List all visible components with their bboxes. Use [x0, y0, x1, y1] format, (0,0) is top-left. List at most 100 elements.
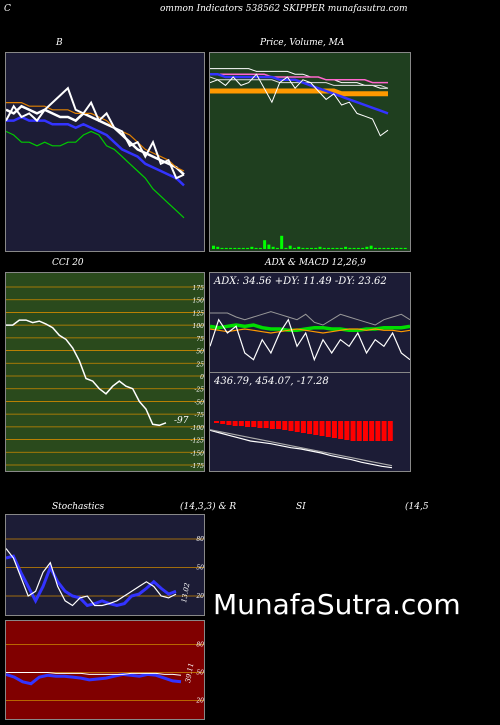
volume-bar — [297, 246, 301, 249]
macd-hist-bar — [263, 421, 269, 428]
cci-tick-label: 50 — [196, 349, 204, 356]
volume-bar — [382, 247, 386, 249]
volume-bar — [292, 247, 296, 249]
cci-tick-label: 175 — [193, 285, 205, 292]
price-ma-panel — [209, 52, 411, 252]
volume-bar — [229, 247, 233, 249]
volume-bar — [271, 246, 275, 249]
macd-hist-bar — [300, 421, 306, 433]
volume-bar — [275, 247, 279, 249]
price-ma-title: Price, Volume, MA — [260, 38, 345, 48]
rsi-last-label: 39.11 — [184, 662, 195, 683]
macd-hist-bar — [220, 421, 226, 424]
macd-hist-bar — [245, 421, 251, 427]
volume-bar — [280, 235, 284, 249]
macd-hist-bar — [331, 421, 337, 438]
volume-bar — [233, 247, 237, 249]
header-title: ommon Indicators 538562 SKIPPER munafasu… — [160, 4, 408, 14]
volume-bar — [356, 247, 360, 249]
cci-title: CCI 20 — [52, 258, 84, 268]
stoch-series-line — [6, 554, 177, 608]
volume-bar — [258, 247, 262, 249]
macd-hist-bar — [338, 421, 344, 439]
macd-hist-bar — [387, 421, 393, 441]
rsi-tick-label: 20 — [195, 697, 204, 704]
volume-bar — [305, 247, 309, 249]
rsi-series-line — [6, 672, 182, 686]
volume-bar — [335, 247, 339, 249]
volume-bar — [263, 240, 267, 249]
macd-series-line — [210, 429, 393, 469]
volume-bar — [237, 247, 241, 249]
bollinger-series-line — [6, 130, 185, 219]
stoch-last-label: 13.02 — [180, 582, 191, 604]
volume-bar — [361, 247, 365, 249]
macd-hist-bar — [381, 421, 387, 441]
stoch-chart: 80 50 20 13.02 — [6, 536, 204, 608]
volume-bar — [339, 247, 343, 249]
cci-last-label: -97 — [174, 416, 189, 426]
cci-tick-label: -175 — [191, 463, 205, 470]
volume-bar — [224, 247, 228, 249]
adx-aux-line — [210, 311, 410, 326]
volume-bar — [352, 247, 356, 249]
stoch-tick-label: 20 — [195, 593, 204, 600]
stoch-series-line — [6, 548, 177, 607]
stoch-tick-label: 50 — [196, 565, 204, 572]
stoch-title: Stochastics — [52, 502, 105, 512]
volume-bar — [348, 247, 352, 249]
adx-macd-title: ADX & MACD 12,26,9 — [265, 258, 366, 268]
cci-tick-label: -75 — [194, 412, 204, 419]
volume-bar — [373, 247, 377, 249]
bollinger-series-line — [6, 104, 185, 176]
cci-tick-label: 100 — [193, 323, 205, 330]
volume-bar — [301, 247, 305, 249]
volume-bar — [344, 246, 348, 249]
stoch-params: (14,3,3) & R — [180, 502, 237, 512]
macd-hist-bar — [294, 421, 300, 432]
macd-hist-bar — [356, 421, 362, 441]
volume-bar — [399, 247, 403, 249]
price-ma-series-line — [210, 73, 389, 137]
cci-tick-label: 150 — [193, 298, 205, 305]
volume-bar — [365, 246, 369, 249]
volume-bar — [216, 246, 220, 249]
volume-bar — [254, 247, 258, 249]
macd-hist-bar — [232, 421, 238, 426]
bollinger-chart — [6, 86, 185, 219]
cci-tick-label: -50 — [194, 399, 204, 406]
bollinger-series-line — [6, 101, 185, 172]
stoch-panel: 80 50 20 13.02 — [5, 514, 205, 616]
volume-bar — [386, 247, 390, 249]
bollinger-panel — [5, 52, 205, 252]
watermark: MunafaSutra.com — [213, 588, 461, 621]
volume-bar — [288, 245, 292, 249]
price-ma-series-line — [210, 88, 388, 97]
volume-bar — [322, 247, 326, 249]
adx-chart — [210, 311, 410, 362]
price-ma-series-line — [210, 68, 388, 89]
volume-bar — [267, 244, 271, 249]
volume-bar — [310, 247, 313, 249]
volume-bar — [284, 247, 288, 249]
volume-bar — [220, 247, 224, 249]
macd-chart — [210, 421, 393, 469]
macd-hist-bar — [251, 421, 257, 427]
macd-panel: 436.79, 454.07, -17.28 — [209, 372, 411, 472]
macd-hist-bar — [257, 421, 263, 428]
macd-hist-bar — [288, 421, 294, 431]
macd-hist-bar — [350, 421, 356, 441]
rsi-series-line — [6, 672, 182, 676]
cci-line — [6, 319, 167, 427]
cci-tick-label: 25 — [195, 361, 204, 368]
volume-bar — [246, 247, 250, 249]
macd-hist-bar — [362, 421, 368, 441]
macd-hist-bar — [276, 421, 282, 429]
volume-bar — [390, 247, 394, 249]
volume-bar — [327, 247, 331, 249]
adx-panel: ADX: 34.56 +DY: 11.49 -DY: 23.62 — [209, 272, 411, 374]
adx-series-line — [210, 318, 410, 362]
cci-tick-label: -150 — [191, 450, 205, 457]
volume-bar — [250, 246, 254, 249]
